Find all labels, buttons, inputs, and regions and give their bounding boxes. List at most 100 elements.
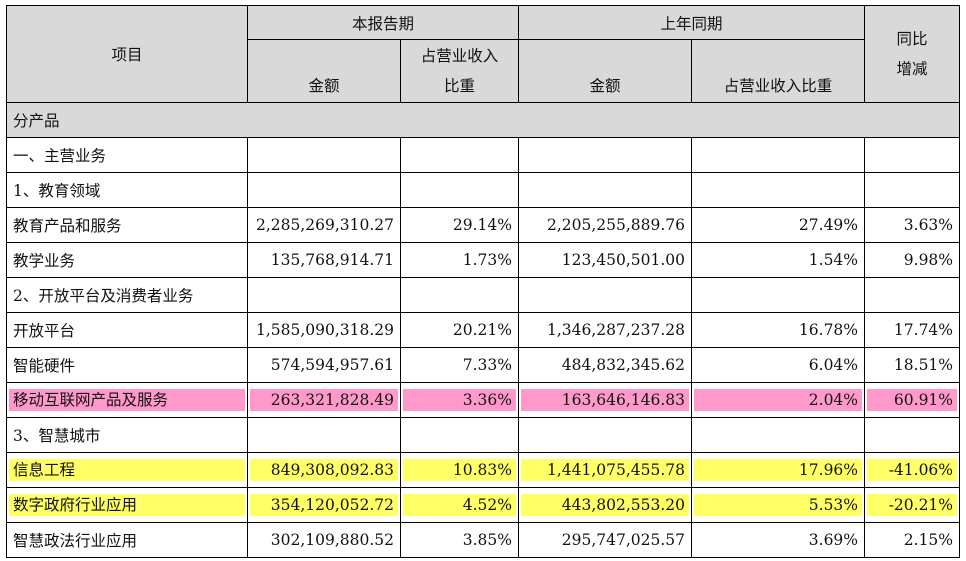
- prior-amount-cell: 484,832,345.62: [518, 347, 693, 383]
- empty-cell: [247, 417, 401, 453]
- prior-share-cell: 2.04%: [691, 382, 866, 418]
- prior-amount-cell-text: 163,646,146.83: [521, 389, 690, 411]
- amount-cell-text: 263,321,828.49: [250, 389, 398, 411]
- header-item: 项目: [6, 5, 248, 103]
- prior-share-cell: 3.69%: [691, 522, 866, 558]
- revenue-by-product-table: 项目 本报告期 上年同期 同比 增减 金额 占营业收入 比重 金额 占营业收入比…: [5, 5, 961, 558]
- empty-cell: [691, 137, 866, 173]
- amount-cell-text: 354,120,052.72: [250, 494, 398, 516]
- row-label: 智慧政法行业应用: [6, 522, 248, 558]
- yoy-cell: 18.51%: [864, 347, 961, 383]
- header-share-current-line2: 比重: [444, 77, 476, 95]
- share-cell: 29.14%: [399, 207, 520, 243]
- yoy-cell: 3.63%: [864, 207, 961, 243]
- prior-share-cell-text: 2.04%: [694, 389, 863, 411]
- empty-cell: [247, 137, 401, 173]
- row-label-text: 信息工程: [9, 459, 245, 481]
- share-cell: 20.21%: [399, 312, 520, 348]
- header-amount-prior: 金额: [518, 39, 693, 103]
- empty-cell: [691, 172, 866, 208]
- share-cell: 3.85%: [399, 522, 520, 558]
- prior-share-cell: 1.54%: [691, 242, 866, 278]
- empty-cell: [864, 172, 961, 208]
- share-cell: 10.83%: [399, 452, 520, 488]
- prior-amount-cell: 1,441,075,455.78: [518, 452, 693, 488]
- row-label: 数字政府行业应用: [6, 487, 248, 523]
- header-prior-period: 上年同期: [518, 5, 866, 40]
- table-row: 教育产品和服务 2,285,269,310.27 29.14% 2,205,255,8…: [6, 207, 961, 243]
- group-row: 一、主营业务: [6, 137, 961, 173]
- row-label: 教学业务: [6, 242, 248, 278]
- amount-cell: 135,768,914.71: [247, 242, 401, 278]
- header-yoy-line1: 同比: [896, 30, 928, 48]
- empty-cell: [247, 277, 401, 313]
- yoy-cell-text: -20.21%: [867, 494, 958, 516]
- header-yoy: 同比 增减: [864, 5, 961, 103]
- share-cell: 3.36%: [399, 382, 520, 418]
- amount-cell: 302,109,880.52: [247, 522, 401, 558]
- row-label: 教育产品和服务: [6, 207, 248, 243]
- yoy-cell-text: 60.91%: [867, 389, 958, 411]
- prior-share-cell: 27.49%: [691, 207, 866, 243]
- prior-amount-cell: 1,346,287,237.28: [518, 312, 693, 348]
- yoy-cell: -20.21%: [864, 487, 961, 523]
- empty-cell: [691, 417, 866, 453]
- prior-share-cell-text: 5.53%: [694, 494, 863, 516]
- group-label: 2、开放平台及消费者业务: [6, 277, 248, 313]
- section-label: 分产品: [5, 102, 961, 138]
- table-row: 教学业务 135,768,914.71 1.73% 123,450,501.00 1.5…: [6, 242, 961, 278]
- row-label: 智能硬件: [6, 347, 248, 383]
- table-row: 开放平台 1,585,090,318.29 20.21% 1,346,287,237.…: [6, 312, 961, 348]
- yoy-cell: 17.74%: [864, 312, 961, 348]
- section-row: 分产品: [5, 102, 961, 138]
- empty-cell: [518, 137, 693, 173]
- yoy-cell: 9.98%: [864, 242, 961, 278]
- prior-amount-cell: 2,205,255,889.76: [518, 207, 693, 243]
- header-share-current: 占营业收入 比重: [399, 39, 520, 103]
- prior-amount-cell: 295,747,025.57: [518, 522, 693, 558]
- share-cell: 4.52%: [399, 487, 520, 523]
- yoy-cell-text: -41.06%: [867, 459, 958, 481]
- empty-cell: [399, 277, 520, 313]
- row-label-text: 移动互联网产品及服务: [9, 389, 245, 411]
- header-amount-current: 金额: [247, 39, 401, 103]
- table-row: 智能硬件 574,594,957.61 7.33% 484,832,345.62 6.0…: [6, 347, 961, 383]
- row-label-text: 数字政府行业应用: [9, 494, 245, 516]
- empty-cell: [518, 277, 693, 313]
- header-share-prior: 占营业收入比重: [691, 39, 866, 103]
- amount-cell-text: 849,308,092.83: [250, 459, 398, 481]
- empty-cell: [399, 137, 520, 173]
- amount-cell: 849,308,092.83: [247, 452, 401, 488]
- yoy-cell: 2.15%: [864, 522, 961, 558]
- table-row: 数字政府行业应用 354,120,052.72 4.52% 443,802,553.2…: [6, 487, 961, 523]
- group-row: 2、开放平台及消费者业务: [6, 277, 961, 313]
- prior-amount-cell: 163,646,146.83: [518, 382, 693, 418]
- amount-cell: 263,321,828.49: [247, 382, 401, 418]
- share-cell-text: 3.36%: [403, 389, 517, 411]
- share-cell: 7.33%: [399, 347, 520, 383]
- share-cell-text: 4.52%: [403, 494, 517, 516]
- share-cell-text: 10.83%: [403, 459, 517, 481]
- empty-cell: [399, 417, 520, 453]
- table-row: 信息工程 849,308,092.83 10.83% 1,441,075,455.78…: [6, 452, 961, 488]
- prior-share-cell: 16.78%: [691, 312, 866, 348]
- prior-amount-cell-text: 1,441,075,455.78: [521, 459, 690, 481]
- empty-cell: [864, 277, 961, 313]
- amount-cell: 354,120,052.72: [247, 487, 401, 523]
- empty-cell: [247, 172, 401, 208]
- row-label: 开放平台: [6, 312, 248, 348]
- empty-cell: [518, 417, 693, 453]
- table-row: 智慧政法行业应用 302,109,880.52 3.85% 295,747,025.5…: [6, 522, 961, 558]
- share-cell: 1.73%: [399, 242, 520, 278]
- yoy-cell: 60.91%: [864, 382, 961, 418]
- empty-cell: [691, 277, 866, 313]
- group-label: 一、主营业务: [6, 137, 248, 173]
- empty-cell: [518, 172, 693, 208]
- prior-share-cell-text: 17.96%: [694, 459, 863, 481]
- prior-amount-cell: 123,450,501.00: [518, 242, 693, 278]
- amount-cell: 574,594,957.61: [247, 347, 401, 383]
- row-label: 信息工程: [6, 452, 248, 488]
- empty-cell: [864, 417, 961, 453]
- prior-share-cell: 5.53%: [691, 487, 866, 523]
- prior-share-cell: 17.96%: [691, 452, 866, 488]
